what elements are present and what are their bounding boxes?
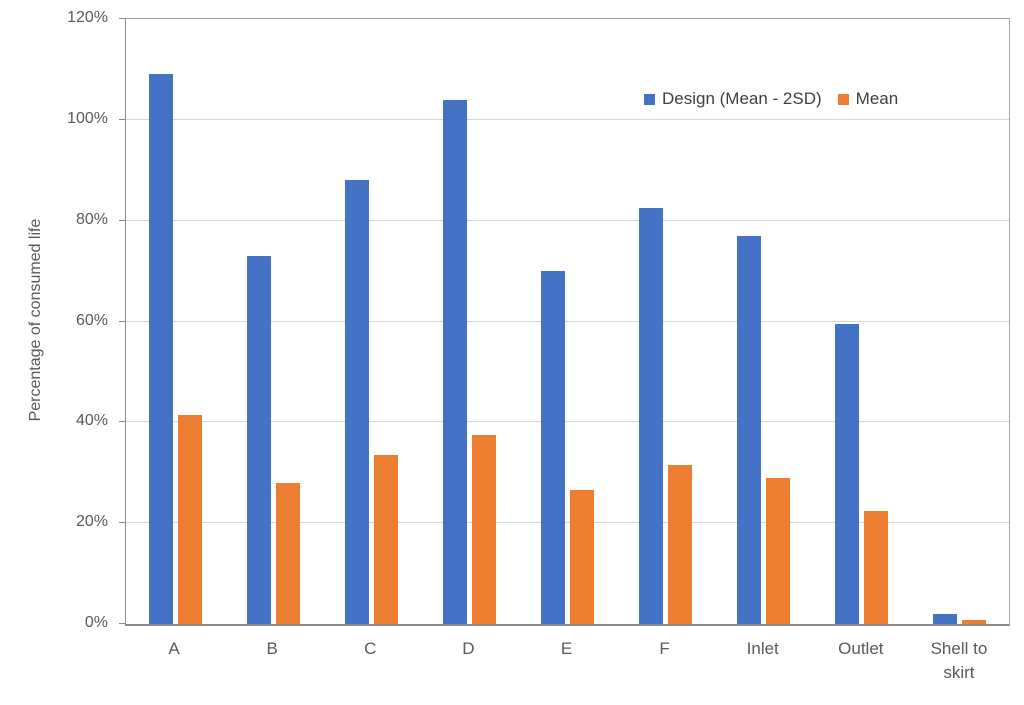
bar-design-outlet: [835, 324, 860, 624]
x-tick-label-shell-to-skirt: Shell to skirt: [930, 639, 988, 682]
y-axis-title: Percentage of consumed life: [27, 218, 44, 422]
x-tick-label-outlet: Outlet: [838, 639, 884, 658]
y-tick-mark: [119, 219, 125, 221]
legend-swatch-icon: [837, 93, 849, 105]
bar-mean-e: [570, 490, 594, 624]
y-tick-mark: [119, 118, 125, 120]
y-tick-label-120%: 120%: [67, 9, 108, 26]
gridline-100%: [126, 118, 1009, 120]
legend-entry-design: Design (Mean - 2SD): [644, 89, 822, 109]
x-tick-label-e: E: [560, 639, 573, 658]
gridline-80%: [126, 219, 1009, 221]
bar-mean-b: [275, 482, 300, 624]
bar-design-a: [148, 74, 173, 624]
legend-swatch-icon: [644, 93, 655, 105]
bar-design-shell-to-skirt: [933, 613, 958, 624]
legend-label: Design (Mean - 2SD): [662, 89, 822, 108]
y-tick-mark: [119, 18, 125, 19]
gridline-60%: [126, 320, 1009, 322]
y-tick-label-100%: 100%: [67, 109, 108, 127]
bar-design-inlet: [737, 235, 762, 624]
gridline-40%: [126, 421, 1009, 423]
bar-mean-outlet: [864, 510, 889, 624]
bar-mean-c: [373, 455, 398, 624]
y-tick-mark: [119, 421, 125, 423]
bar-design-e: [541, 271, 565, 624]
bar-design-b: [246, 255, 271, 624]
legend: Design (Mean - 2SD) Mean: [644, 89, 898, 109]
bar-design-c: [344, 180, 369, 624]
y-tick-mark: [119, 623, 125, 624]
bar-design-f: [639, 208, 664, 624]
bar-mean-d: [471, 434, 496, 624]
x-tick-label-a: A: [168, 639, 180, 658]
y-tick-label-40%: 40%: [75, 412, 108, 430]
x-tick-label-b: B: [266, 639, 278, 658]
y-tick-mark: [119, 522, 125, 524]
y-tick-label-20%: 20%: [75, 513, 108, 531]
y-tick-label-0%: 0%: [84, 614, 108, 631]
bar-mean-inlet: [766, 477, 791, 624]
y-tick-label-60%: 60%: [75, 311, 108, 329]
y-tick-mark: [119, 320, 125, 322]
gridline-20%: [126, 522, 1009, 524]
bar-mean-a: [177, 414, 202, 624]
legend-label: Mean: [855, 89, 899, 108]
bar-mean-shell-to-skirt: [962, 620, 987, 624]
plot-area: [125, 18, 1010, 626]
x-tick-label-f: F: [659, 639, 670, 658]
x-tick-label-d: D: [462, 639, 475, 658]
legend-entry-mean: Mean: [837, 89, 899, 109]
bar-design-d: [442, 99, 467, 624]
x-tick-label-inlet: Inlet: [746, 639, 779, 658]
bar-mean-f: [668, 465, 693, 624]
x-tick-label-c: C: [364, 639, 377, 658]
y-tick-label-80%: 80%: [75, 210, 108, 228]
